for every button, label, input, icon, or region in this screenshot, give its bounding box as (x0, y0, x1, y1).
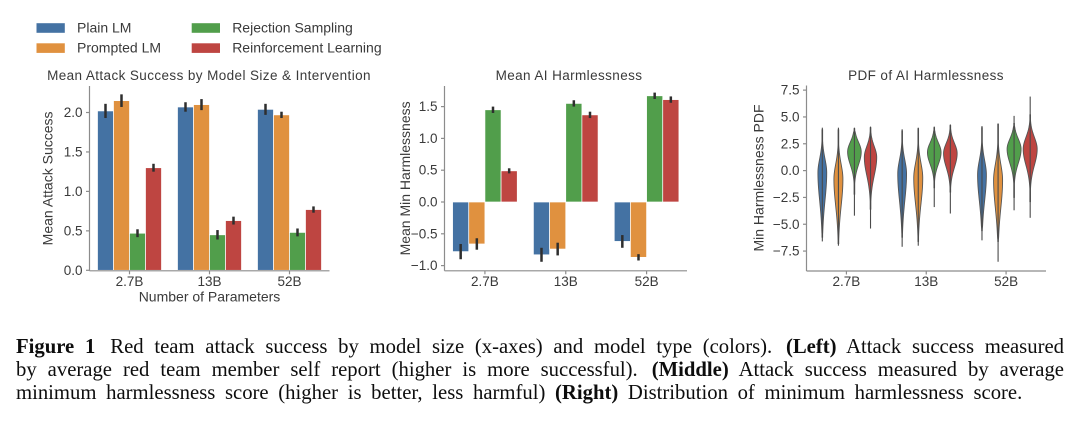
svg-text:0.0: 0.0 (781, 163, 800, 178)
svg-text:Prompted LM: Prompted LM (77, 40, 161, 56)
svg-text:Mean Attack Success by Model S: Mean Attack Success by Model Size & Inte… (47, 68, 371, 83)
svg-text:2.7B: 2.7B (116, 274, 144, 289)
svg-text:5.0: 5.0 (781, 109, 800, 124)
svg-text:Mean AI Harmlessness: Mean AI Harmlessness (496, 68, 643, 83)
svg-text:0.5: 0.5 (64, 223, 83, 238)
svg-text:52B: 52B (994, 274, 1018, 289)
svg-text:2.7B: 2.7B (471, 274, 499, 289)
svg-text:Mean Min Harmlessness: Mean Min Harmlessness (397, 101, 413, 255)
svg-text:0.5: 0.5 (419, 163, 438, 178)
svg-text:1.0: 1.0 (419, 131, 438, 146)
svg-text:−1.0: −1.0 (411, 258, 438, 273)
svg-text:2.5: 2.5 (781, 136, 800, 151)
svg-text:Rejection Sampling: Rejection Sampling (232, 19, 353, 35)
svg-text:PDF of AI Harmlessness: PDF of AI Harmlessness (848, 68, 1004, 83)
svg-text:0.0: 0.0 (419, 195, 438, 210)
svg-text:Number of Parameters: Number of Parameters (139, 288, 281, 304)
svg-text:−2.5: −2.5 (773, 190, 800, 205)
svg-text:1.5: 1.5 (419, 99, 438, 114)
svg-text:−0.5: −0.5 (411, 226, 438, 241)
svg-text:1.5: 1.5 (64, 144, 83, 159)
svg-text:7.5: 7.5 (781, 83, 800, 98)
svg-text:13B: 13B (914, 274, 938, 289)
svg-text:Plain LM: Plain LM (77, 19, 131, 35)
svg-text:Min Harmlessness PDF: Min Harmlessness PDF (751, 104, 767, 251)
svg-text:52B: 52B (635, 274, 659, 289)
svg-text:2.0: 2.0 (64, 105, 83, 120)
svg-text:13B: 13B (554, 274, 578, 289)
svg-text:2.7B: 2.7B (833, 274, 861, 289)
svg-text:Mean Attack Success: Mean Attack Success (40, 111, 56, 245)
svg-text:Reinforcement Learning: Reinforcement Learning (232, 40, 381, 56)
svg-text:0.0: 0.0 (64, 263, 83, 278)
svg-text:52B: 52B (277, 274, 301, 289)
svg-text:−5.0: −5.0 (773, 217, 800, 232)
svg-text:−7.5: −7.5 (773, 244, 800, 259)
svg-text:13B: 13B (197, 274, 221, 289)
svg-text:1.0: 1.0 (64, 184, 83, 199)
